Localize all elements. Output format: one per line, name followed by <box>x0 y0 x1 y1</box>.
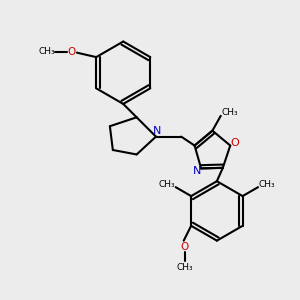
Text: CH₃: CH₃ <box>259 180 275 189</box>
Text: CH₃: CH₃ <box>158 180 175 189</box>
Text: O: O <box>68 47 76 57</box>
Text: N: N <box>153 126 162 136</box>
Text: CH₃: CH₃ <box>221 108 238 117</box>
Text: N: N <box>194 166 202 176</box>
Text: O: O <box>181 242 189 252</box>
Text: CH₃: CH₃ <box>176 263 193 272</box>
Text: O: O <box>230 138 239 148</box>
Text: CH₃: CH₃ <box>38 47 55 56</box>
